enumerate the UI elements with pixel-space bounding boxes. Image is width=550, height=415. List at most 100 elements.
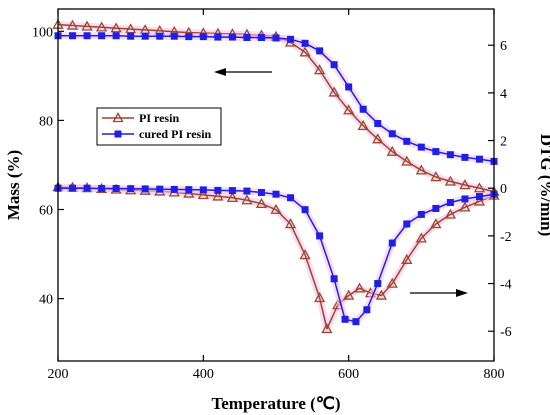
right-axis-arrow <box>410 289 468 297</box>
series-1-point <box>475 155 483 163</box>
series-2-point <box>284 218 297 229</box>
series-1-point <box>417 143 425 151</box>
y-left-tick-label: 40 <box>39 293 53 308</box>
y-right-tick-label: 2 <box>500 135 507 150</box>
series-3-point <box>170 185 178 193</box>
series-1-point <box>330 61 338 69</box>
series-3-point <box>214 186 222 194</box>
x-tick-label: 600 <box>338 367 359 382</box>
series-3-point <box>199 186 207 194</box>
y-right-tick-label: -6 <box>500 325 512 340</box>
series-3-point <box>417 210 425 218</box>
series-2-point <box>459 201 471 212</box>
y-right-tick-label: -4 <box>500 278 512 293</box>
series-3-point <box>301 206 309 214</box>
legend-entry-pi-resin: PI resin <box>102 111 179 125</box>
series-3-point <box>127 185 135 193</box>
series-0-point <box>430 171 442 182</box>
series-1-point <box>98 32 106 40</box>
series-2-point <box>430 218 442 229</box>
series-1-point <box>141 32 149 40</box>
series-1-point <box>359 105 367 113</box>
series-2-point <box>473 195 486 206</box>
series-0-point <box>372 133 384 144</box>
series-0-point <box>473 182 486 193</box>
series-1-point <box>127 32 135 40</box>
series-3-point <box>330 275 338 283</box>
y-left-tick-label: 60 <box>39 204 53 219</box>
legend-entry-cured-pi-resin: cured PI resin <box>102 127 212 141</box>
series-3-point <box>475 193 483 201</box>
series-2-point <box>401 253 413 264</box>
series-0-point <box>444 175 457 186</box>
series-0-point <box>459 179 471 190</box>
series-3-point <box>432 204 440 212</box>
x-tick-label: 800 <box>484 367 505 382</box>
series-3-point <box>272 190 280 198</box>
series-1-point <box>257 34 265 42</box>
y-left-tick-label: 80 <box>39 114 53 129</box>
series-0-point <box>415 164 427 175</box>
series-3-point <box>83 184 91 192</box>
series-2-point <box>313 292 326 303</box>
series-1-point <box>461 153 469 161</box>
series-1-point <box>199 33 207 41</box>
y-left-tick-label: 100 <box>32 25 53 40</box>
series-3-point <box>352 318 360 326</box>
axes-layer: 200 400 600 800 40 60 80 100 -6 -4 -2 0 2 4 6 <box>32 9 512 382</box>
series-3-point <box>257 189 265 197</box>
series-1-point <box>185 33 193 41</box>
series-1-point <box>170 32 178 40</box>
series-1-point <box>446 151 454 159</box>
series-1-point <box>83 32 91 40</box>
y-left-axis-title: Mass (%) <box>4 150 23 220</box>
series-1-point <box>345 83 353 91</box>
series-0-point <box>66 19 79 30</box>
y-right-tick-label: -2 <box>500 230 512 245</box>
series-1-point <box>316 47 324 55</box>
series-3-point <box>341 315 349 323</box>
x-tick-label: 200 <box>48 367 69 382</box>
series-1-point <box>272 34 280 42</box>
series-0-point <box>328 86 340 97</box>
series-2-point <box>386 277 398 288</box>
legend: PI resin cured PI resin <box>96 107 222 146</box>
series-1-point <box>112 32 120 40</box>
plot-frame <box>57 8 495 362</box>
series-0-point <box>110 22 122 33</box>
series-3-point <box>98 184 106 192</box>
series-3-point <box>374 280 382 288</box>
series-2-point <box>241 194 253 205</box>
series-2-point <box>270 203 282 214</box>
series-0-point <box>313 64 326 75</box>
series-0-point <box>343 104 355 115</box>
series-3-group <box>54 184 498 326</box>
series-3-point <box>403 220 411 228</box>
series-1-point <box>228 33 236 41</box>
series-2-point <box>226 191 239 203</box>
legend-label-cured-pi-resin: cured PI resin <box>139 127 212 141</box>
series-1-point <box>403 137 411 145</box>
y-right-tick-label: 0 <box>500 182 507 197</box>
series-0-point <box>401 155 413 166</box>
y-right-axis-title: DTG (%/min) <box>537 134 550 236</box>
series-3-point <box>287 194 295 202</box>
series-2-point <box>353 282 366 293</box>
series-1-point <box>374 120 382 128</box>
series-1-point <box>243 34 251 42</box>
series-2-point <box>197 189 209 200</box>
series-0-point <box>299 46 311 57</box>
series-2-point <box>343 289 355 300</box>
series-1-point <box>69 32 77 40</box>
series-0-point <box>95 21 108 32</box>
series-2-point <box>299 249 311 260</box>
series-0-point <box>125 23 137 34</box>
series-1-point <box>432 148 440 156</box>
series-1-point <box>156 32 164 40</box>
series-3-point <box>388 239 396 247</box>
series-3-point <box>228 187 236 195</box>
series-2-point <box>444 208 457 219</box>
series-3-point <box>316 232 324 240</box>
series-2-point <box>375 289 387 300</box>
